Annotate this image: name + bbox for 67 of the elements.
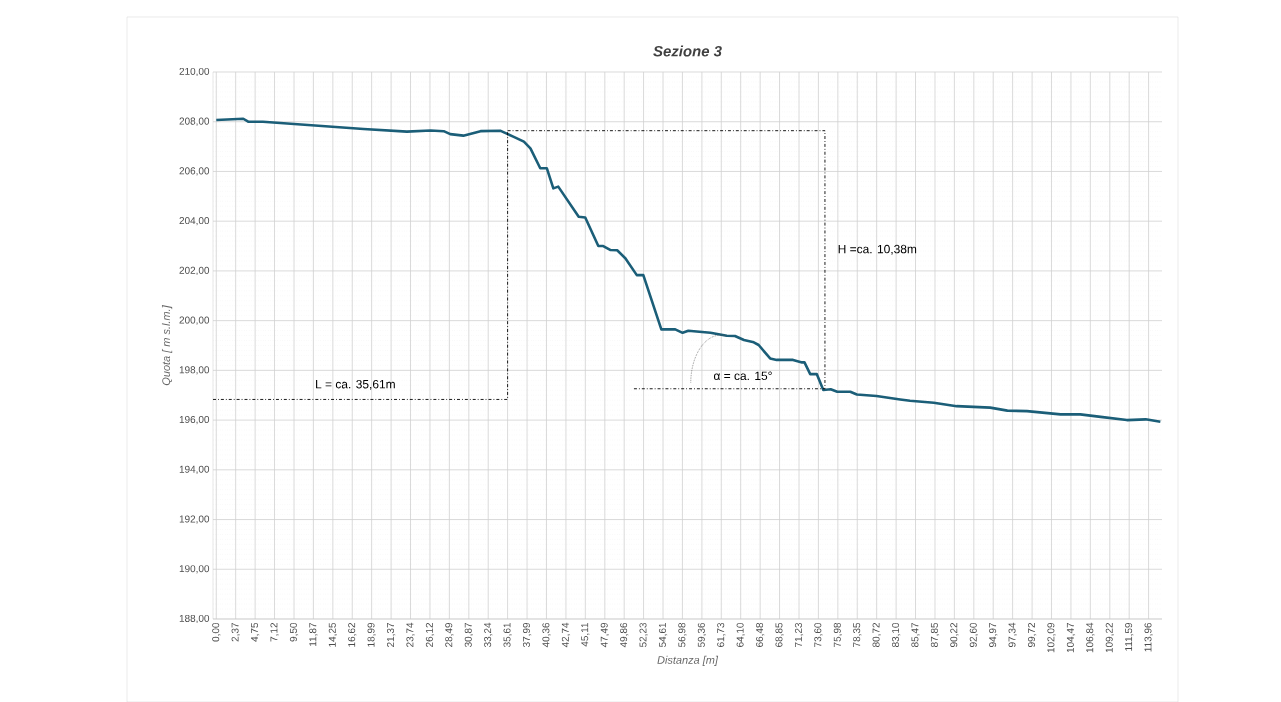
y-tick-label: 208,00 [179,117,210,126]
x-tick-label: 9,50 [289,622,299,642]
x-tick-label: 47,49 [600,622,609,648]
annotation: α = ca. 15° [713,371,772,380]
x-tick-label: 28,49 [445,622,454,647]
x-tick-label: 71,23 [794,622,804,647]
x-tick-label: 56,98 [678,622,687,647]
x-tick-label: 4,75 [251,622,260,642]
x-tick-label: 68,85 [775,622,784,647]
y-tick-label: 202,00 [179,266,210,275]
y-tick-label: 196,00 [179,415,210,425]
y-tick-label: 204,00 [179,216,210,226]
x-tick-label: 75,98 [833,622,842,647]
x-tick-label: 61,73 [717,622,726,647]
y-tick-label: 190,00 [179,565,210,574]
x-tick-label: 94,97 [989,622,998,647]
x-tick-label: 23,74 [406,622,415,647]
y-tick-label: 194,00 [179,465,210,474]
x-tick-label: 40,36 [542,622,551,648]
x-tick-label: 45,11 [581,622,590,647]
annotation: L = ca. 35,61m [316,379,395,390]
x-tick-label: 59,36 [697,622,707,647]
x-axis-title: Distanza [m] [657,655,719,666]
x-tick-label: 83,10 [892,622,901,647]
y-tick-label: 198,00 [179,366,210,375]
y-tick-label: 188,00 [179,614,210,624]
x-tick-label: 78,35 [853,622,862,647]
y-tick-label: 206,00 [179,167,210,176]
x-tick-label: 21,37 [387,622,396,647]
x-tick-label: 113,96 [1144,622,1153,652]
x-tick-label: 14,25 [328,622,337,647]
x-tick-label: 97,34 [1008,622,1017,647]
y-tick-label: 200,00 [179,316,210,325]
x-tick-label: 80,72 [872,622,881,647]
x-tick-label: 11,87 [309,622,318,646]
x-tick-label: 87,85 [930,622,940,647]
x-tick-label: 18,99 [367,622,376,647]
x-tick-label: 92,60 [969,622,978,647]
x-tick-label: 90,22 [950,622,959,647]
x-tick-label: 33,24 [484,622,493,647]
x-tick-label: 35,61 [503,622,512,647]
x-tick-label: 66,48 [756,622,765,647]
x-tick-label: 7,12 [270,622,279,642]
x-tick-label: 0,00 [212,622,221,642]
x-tick-label: 16,62 [348,622,357,647]
x-tick-label: 109,22 [1105,622,1114,653]
x-tick-label: 49,86 [620,622,629,648]
y-tick-label: 210,00 [179,67,210,77]
x-tick-label: 73,60 [814,622,823,647]
x-tick-label: 2,37 [231,622,240,642]
y-axis-title: Quota [ m s.l.m.] [161,305,173,386]
x-tick-label: 99,72 [1027,622,1037,647]
x-tick-label: 52,23 [639,622,648,647]
chart-title: Sezione 3 [653,45,722,57]
annotation: H =ca. 10,38m [838,244,917,255]
x-tick-label: 85,47 [911,622,920,647]
x-tick-label: 42,74 [561,622,571,648]
y-tick-label: 192,00 [179,515,210,524]
x-tick-label: 106,84 [1086,622,1095,653]
x-tick-label: 30,87 [464,622,473,647]
x-tick-label: 26,12 [425,622,435,647]
x-tick-label: 111,59 [1125,622,1134,651]
x-tick-label: 104,47 [1066,622,1076,653]
x-tick-label: 37,99 [522,622,532,647]
x-tick-label: 102,09 [1047,622,1056,653]
x-tick-label: 54,61 [658,622,668,647]
x-tick-label: 64,10 [736,622,745,647]
